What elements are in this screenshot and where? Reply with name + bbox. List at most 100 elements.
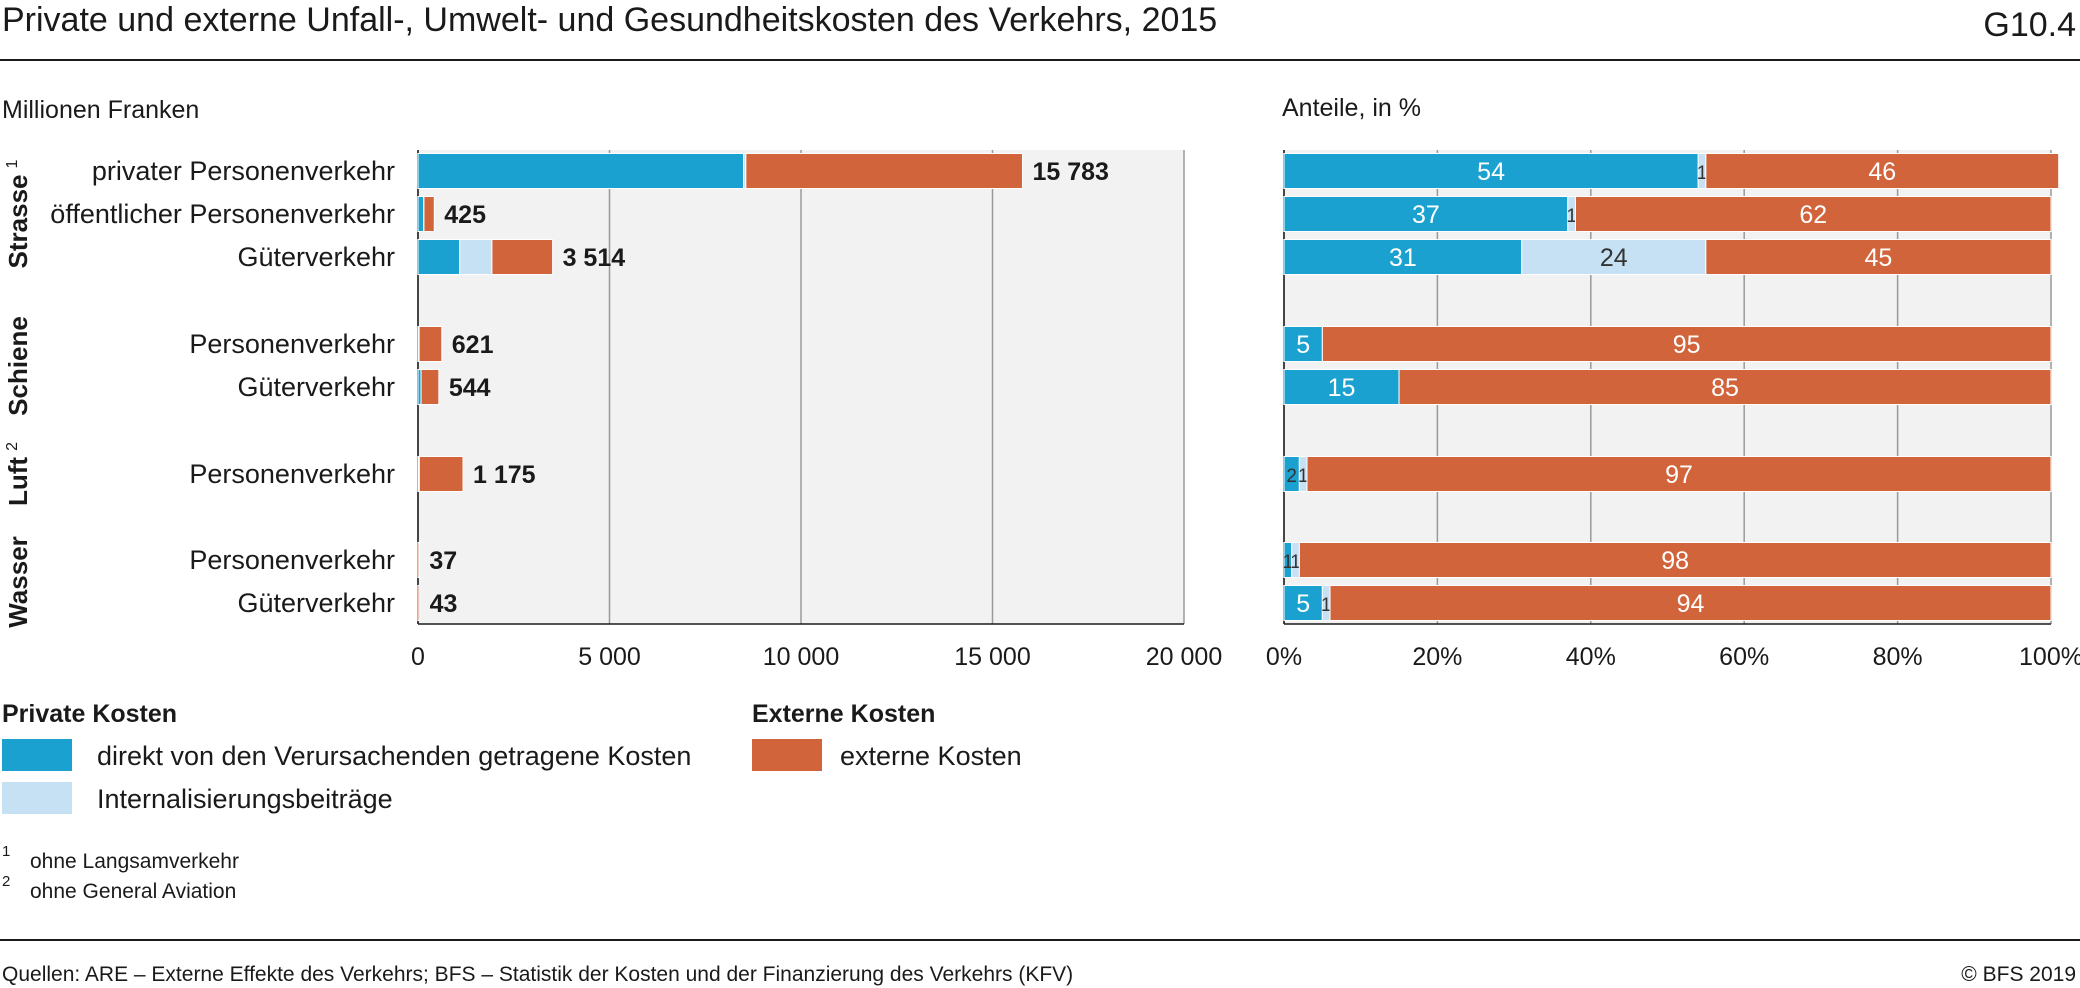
footnote-2-text: ohne General Aviation [30, 880, 236, 903]
group-label-strasse: Strasse1 [3, 159, 33, 268]
category-label: Güterverkehr [237, 242, 395, 272]
right-data-label: 5 [1296, 331, 1310, 359]
right-bar-direkt [1283, 239, 1523, 275]
right-unit-label: Anteile, in % [1282, 94, 1421, 122]
left-total-label: 15 783 [1032, 158, 1108, 186]
right-tick-label: 100% [2019, 643, 2080, 671]
right-bar-extern [1306, 456, 2052, 492]
left-unit-label: Millionen Franken [2, 96, 199, 124]
right-data-label: 5 [1296, 590, 1310, 618]
left-total-label: 1 175 [473, 461, 536, 489]
right-bar-direkt [1283, 153, 1699, 189]
right-data-label: 24 [1600, 244, 1628, 272]
right-data-label: 37 [1412, 201, 1440, 229]
group-label-schiene: Schiene [3, 316, 33, 416]
right-tick-label: 40% [1566, 643, 1616, 671]
footer-copyright: © BFS 2019 [1961, 963, 2076, 986]
left-bar-extern [417, 585, 421, 621]
category-label: Güterverkehr [237, 588, 395, 618]
right-tick-label: 80% [1873, 643, 1923, 671]
right-data-label-small: 1 [1298, 466, 1309, 487]
left-bar-extern [423, 196, 435, 232]
right-data-label: 54 [1477, 158, 1505, 186]
category-label: Personenverkehr [189, 545, 395, 575]
right-data-label: 85 [1711, 374, 1739, 402]
right-data-label: 62 [1799, 201, 1827, 229]
left-bar-direkt [417, 196, 425, 232]
footnotes: 1 ohne Langsamverkehr 2 ohne General Avi… [2, 843, 239, 903]
category-label: öffentlicher Personenverkehr [50, 199, 395, 229]
right-data-label: 98 [1661, 547, 1689, 575]
right-data-label-small: 1 [1283, 552, 1294, 573]
right-tick-label: 0% [1266, 643, 1302, 671]
category-label: privater Personenverkehr [92, 156, 395, 186]
right-bar-extern [1705, 239, 2052, 275]
right-bar-extern [1329, 585, 2052, 621]
left-tick-label: 10 000 [763, 643, 839, 671]
right-data-label: 15 [1328, 374, 1356, 402]
left-bar-extern [417, 542, 420, 578]
left-bar-extern [745, 153, 1023, 189]
right-data-label-small: 1 [1290, 552, 1301, 573]
left-tick-label: 15 000 [954, 643, 1030, 671]
category-labels: privater Personenverkehr öffentlicher Per… [50, 156, 395, 618]
right-bar-extern [1398, 369, 2052, 405]
left-total-label: 621 [452, 331, 494, 359]
right-data-label: 31 [1389, 244, 1417, 272]
left-x-ticks: 0 5 000 10 000 15 000 20 000 [411, 643, 1222, 671]
left-bar-extern [491, 239, 554, 275]
left-tick-label: 5 000 [578, 643, 641, 671]
group-label-wasser: Wasser [3, 536, 33, 628]
legend-private-title: Private Kosten [2, 700, 177, 728]
right-data-label-small: 1 [1697, 163, 1708, 184]
right-data-label: 94 [1677, 590, 1705, 618]
left-bar-direkt [417, 153, 745, 189]
legend: Private Kosten direkt von den Verursache… [2, 700, 1022, 814]
right-x-ticks: 0% 20% 40% 60% 80% 100% [1266, 643, 2080, 671]
category-label: Personenverkehr [189, 459, 395, 489]
legend-swatch-extern [752, 739, 822, 771]
legend-label-extern: externe Kosten [840, 741, 1022, 771]
legend-swatch-direkt [2, 739, 72, 771]
left-total-label: 43 [430, 590, 458, 618]
right-bar-direkt [1283, 196, 1569, 232]
legend-swatch-intern [2, 782, 72, 814]
left-total-label: 425 [444, 201, 486, 229]
left-total-label: 544 [449, 374, 491, 402]
right-data-label-small: 2 [1286, 466, 1297, 487]
legend-label-intern: Internalisierungsbeiträge [97, 784, 393, 814]
right-bar-extern [1298, 542, 2052, 578]
footnote-1-number: 1 [2, 843, 10, 860]
left-bar-extern [420, 369, 440, 405]
left-bars: 15 783 425 3 514 621 544 1 175 37 43 [417, 153, 1109, 621]
right-data-label: 45 [1865, 244, 1893, 272]
right-tick-label: 20% [1412, 643, 1462, 671]
chart-title: Private und externe Unfall-, Umwelt- und… [2, 1, 1217, 39]
right-data-label: 46 [1868, 158, 1896, 186]
left-tick-label: 20 000 [1146, 643, 1222, 671]
right-data-label-small: 1 [1566, 206, 1577, 227]
legend-label-direkt: direkt von den Verursachenden getragene … [97, 741, 691, 771]
right-bar-intern [1521, 239, 1707, 275]
right-bar-direkt [1283, 326, 1323, 362]
left-total-label: 3 514 [563, 244, 626, 272]
left-bar-extern [418, 456, 464, 492]
right-data-label: 95 [1673, 331, 1701, 359]
right-bar-extern [1705, 153, 2060, 189]
category-label: Güterverkehr [237, 372, 395, 402]
footnote-2-number: 2 [2, 873, 10, 890]
category-label: Personenverkehr [189, 329, 395, 359]
right-data-label-small: 1 [1321, 595, 1332, 616]
group-labels: Strasse1 Schiene Luft2 Wasser [3, 159, 33, 627]
footnote-1-text: ohne Langsamverkehr [30, 850, 239, 873]
right-tick-label: 60% [1719, 643, 1769, 671]
left-bar-direkt [417, 239, 461, 275]
legend-external-title: Externe Kosten [752, 700, 935, 728]
group-label-luft: Luft2 [3, 442, 33, 506]
left-total-label: 37 [429, 547, 457, 575]
left-bar-intern [459, 239, 493, 275]
right-data-label: 97 [1665, 461, 1693, 489]
right-bar-extern [1321, 326, 2052, 362]
